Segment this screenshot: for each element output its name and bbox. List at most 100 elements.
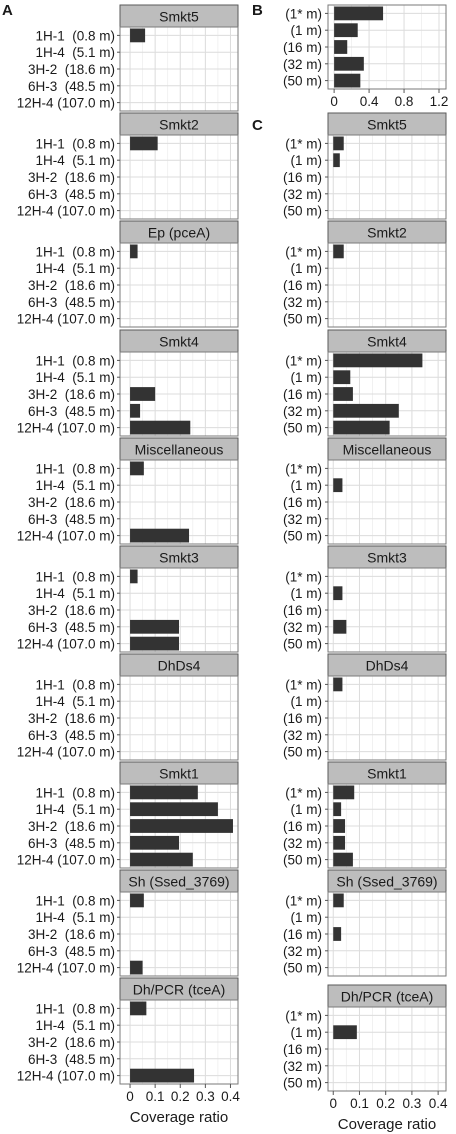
panel-a-facet-2-bar-0 — [130, 244, 138, 259]
panel-c-facet-6-bar-4 — [333, 852, 353, 867]
panel-a-facet-1-category-label: 12H-4 (107.0 m) — [17, 204, 115, 219]
panel-c-facet-2-category-label: (32 m) — [283, 404, 322, 419]
panel-a-facet-3-category-label: 1H-4 (5.1 m) — [35, 370, 115, 385]
panel-b-category-label: (50 m) — [283, 74, 322, 89]
panel-a-facet-9-bar-4 — [130, 1068, 195, 1083]
panel-b-xtick-label: 0 — [330, 94, 338, 109]
panel-c-facet-7-category-label: (16 m) — [283, 927, 322, 942]
panel-b-bar-3 — [334, 56, 364, 71]
panel-b-letter: B — [252, 2, 263, 19]
panel-a-facet-7-bar-1 — [130, 802, 218, 817]
panel-b-bar-1 — [334, 23, 358, 38]
panel-b-bar-4 — [334, 73, 361, 88]
panel-c-facet-4-category-label: (16 m) — [283, 603, 322, 618]
panel-c-xtick-label: 0 — [329, 1096, 337, 1111]
panel-c-facet-7-bar-2 — [333, 927, 342, 941]
panel-a-facet-2-strip-label: Ep (pceA) — [148, 225, 210, 241]
panel-a-facet-7-category-label: 6H-3 (48.5 m) — [28, 836, 115, 851]
panel-c-facet-4-category-label: (1* m) — [285, 569, 322, 584]
panel-a-facet-6-category-label: 3H-2 (18.6 m) — [28, 711, 115, 726]
panel-a-facet-9-category-label: 6H-3 (48.5 m) — [28, 1052, 115, 1067]
panel-a-facet-8-category-label: 6H-3 (48.5 m) — [28, 944, 115, 959]
panel-a-xtick-label: 0.2 — [171, 1089, 190, 1104]
panel-a-facet-8-category-label: 3H-2 (18.6 m) — [28, 927, 115, 942]
panel-c-facet-2-bar-2 — [333, 387, 353, 401]
panel-c-facet-2-category-label: (1* m) — [285, 353, 322, 368]
panel-c-xtick-label: 0.4 — [429, 1096, 448, 1111]
panel-a-facet-5-category-label: 1H-1 (0.8 m) — [35, 569, 115, 584]
panel-c-facet-7-strip-label: Sh (Ssed_3769) — [336, 874, 437, 890]
panel-c-facet-2-bar-0 — [333, 353, 423, 368]
panel-c-facet-0-category-label: (1 m) — [291, 153, 323, 168]
panel-a-facet-7-bar-4 — [130, 852, 193, 867]
panel-c-facet-4-category-label: (32 m) — [283, 620, 322, 635]
panel-a-facet-1-bar-0 — [130, 136, 158, 151]
panel-c-facet-5-category-label: (16 m) — [283, 711, 322, 726]
panel-c-facet-2-bar-4 — [333, 420, 390, 435]
panel-c-facet-5-category-label: (50 m) — [283, 745, 322, 760]
panel-a-facet-1-strip-label: Smkt2 — [159, 117, 199, 133]
panel-a-facet-6-category-label: 1H-4 (5.1 m) — [35, 694, 115, 709]
panel-c-facet-7-category-label: (1 m) — [291, 910, 323, 925]
panel-a-facet-3-strip-label: Smkt4 — [159, 334, 199, 350]
panel-a-facet-7-category-label: 1H-4 (5.1 m) — [35, 802, 115, 817]
panel-c-facet-4-bar-3 — [333, 619, 347, 634]
panel-c-facet-6-category-label: (1 m) — [291, 802, 323, 817]
panel-a-facet-9-category-label: 1H-4 (5.1 m) — [35, 1018, 115, 1033]
panel-c-facet-0-category-label: (1* m) — [285, 136, 322, 151]
panel-c-facet-1-strip-label: Smkt2 — [367, 225, 407, 241]
panel-a-facet-0-category-label: 12H-4 (107.0 m) — [17, 96, 115, 111]
panel-a-facet-1-category-label: 1H-1 (0.8 m) — [35, 136, 115, 151]
panel-c-facet-5-category-label: (32 m) — [283, 728, 322, 743]
panel-c-facet-3-category-label: (1 m) — [291, 478, 323, 493]
panel-a-facet-9-category-label: 12H-4 (107.0 m) — [17, 1069, 115, 1084]
panel-a-facet-8-strip-label: Sh (Ssed_3769) — [128, 874, 229, 890]
panel-a-facet-3-category-label: 12H-4 (107.0 m) — [17, 421, 115, 436]
panel-a-facet-7-bar-3 — [130, 835, 179, 850]
panel-c-facet-3-bar-1 — [333, 478, 343, 493]
panel-c-facet-7-category-label: (1* m) — [285, 893, 322, 908]
panel-a-facet-7-category-label: 12H-4 (107.0 m) — [17, 853, 115, 868]
panel-a-facet-0-strip-label: Smkt5 — [159, 9, 199, 25]
panel-c-facet-3-category-label: (1* m) — [285, 461, 322, 476]
panel-a-facet-2-category-label: 1H-1 (0.8 m) — [35, 244, 115, 259]
panel-a-facet-2-category-label: 12H-4 (107.0 m) — [17, 312, 115, 327]
panel-c-xtick-label: 0.3 — [403, 1096, 422, 1111]
panel-a-facet-4-bar-0 — [130, 461, 144, 476]
panel-c-facet-3-strip-label: Miscellaneous — [343, 442, 432, 458]
panel-c-facet-6-category-label: (32 m) — [283, 836, 322, 851]
panel-a-facet-5-category-label: 6H-3 (48.5 m) — [28, 620, 115, 635]
panel-b-category-label: (1* m) — [285, 6, 322, 21]
panel-c-facet-6-category-label: (1* m) — [285, 785, 322, 800]
panel-c-facet-8-category-label: (16 m) — [283, 1042, 322, 1057]
panel-a-facet-4-category-label: 3H-2 (18.6 m) — [28, 495, 115, 510]
panel-c-facet-1-category-label: (1 m) — [291, 261, 323, 276]
panel-c-facet-0-bar-1 — [333, 153, 340, 168]
panel-a-facet-1-category-label: 1H-4 (5.1 m) — [35, 153, 115, 168]
panel-a-facet-6-category-label: 6H-3 (48.5 m) — [28, 728, 115, 743]
panel-c-letter: C — [252, 117, 263, 134]
panel-a-facet-5-strip-label: Smkt3 — [159, 550, 199, 566]
panel-c-facet-8-category-label: (1 m) — [291, 1025, 323, 1040]
panel-c-facet-4-bar-1 — [333, 586, 343, 601]
panel-c-facet-2-category-label: (16 m) — [283, 387, 322, 402]
panel-a-facet-4-bar-4 — [130, 528, 190, 543]
panel-a-xtick-label: 0.4 — [221, 1089, 240, 1104]
panel-c-facet-8-category-label: (1* m) — [285, 1008, 322, 1023]
panel-c-facet-7-category-label: (32 m) — [283, 944, 322, 959]
panel-a-facet-2-category-label: 1H-4 (5.1 m) — [35, 261, 115, 276]
panel-a-facet-4-category-label: 1H-4 (5.1 m) — [35, 478, 115, 493]
panel-c-facet-6-strip-label: Smkt1 — [367, 766, 407, 782]
panel-c-facet-0-strip-label: Smkt5 — [367, 117, 407, 133]
panel-c-facet-8-strip-label: Dh/PCR (tceA) — [341, 989, 434, 1005]
panel-a-facet-3-category-label: 3H-2 (18.6 m) — [28, 387, 115, 402]
panel-a-facet-0-category-label: 3H-2 (18.6 m) — [28, 62, 115, 77]
panel-a-facet-6-category-label: 12H-4 (107.0 m) — [17, 745, 115, 760]
panel-b-bar-0 — [334, 6, 384, 21]
panel-a-facet-7-strip-label: Smkt1 — [159, 766, 199, 782]
panel-a-facet-2-category-label: 3H-2 (18.6 m) — [28, 278, 115, 293]
panel-a-facet-7-bar-2 — [130, 819, 233, 833]
panel-c-facet-3-category-label: (16 m) — [283, 495, 322, 510]
panel-a-facet-4-strip-label: Miscellaneous — [135, 442, 224, 458]
